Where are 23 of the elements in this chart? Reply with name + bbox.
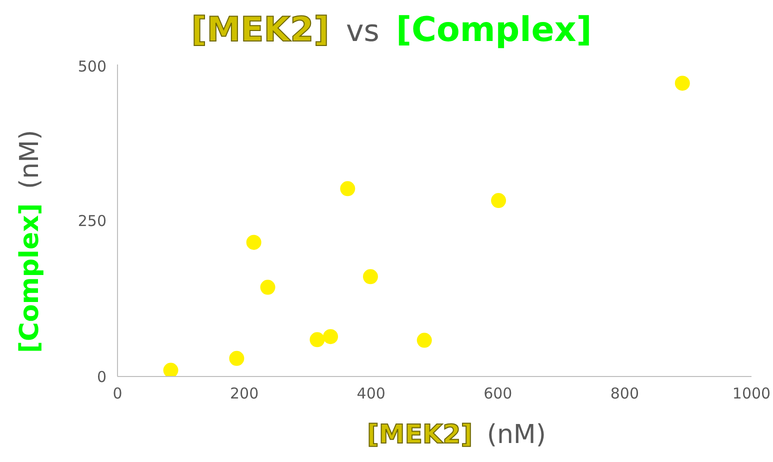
- point: [674, 76, 690, 91]
- y-axis-title: [Complex] (nM): [15, 129, 45, 353]
- y-tick-label: 0: [96, 368, 107, 386]
- point: [323, 329, 338, 344]
- point: [246, 234, 262, 250]
- x-axis-title: [MEK2] (nM): [366, 420, 546, 450]
- x-tick-label: 0: [112, 384, 122, 402]
- point: [491, 193, 506, 208]
- y-tick-label: 250: [78, 212, 107, 230]
- x-tick-label: 1000: [732, 384, 771, 402]
- x-tick-label: 400: [356, 384, 386, 402]
- point: [310, 332, 325, 348]
- point: [416, 332, 432, 348]
- x-tick-label: 600: [484, 384, 512, 402]
- y-tick-label: 500: [78, 58, 107, 76]
- point: [163, 362, 178, 376]
- point: [362, 269, 378, 284]
- point: [229, 350, 244, 366]
- x-tick-label: 200: [230, 384, 259, 402]
- point: [340, 181, 356, 196]
- x-tick-label: 800: [610, 384, 640, 402]
- point: [260, 280, 276, 295]
- chart-title: [MEK2] vs [Complex]: [191, 10, 592, 50]
